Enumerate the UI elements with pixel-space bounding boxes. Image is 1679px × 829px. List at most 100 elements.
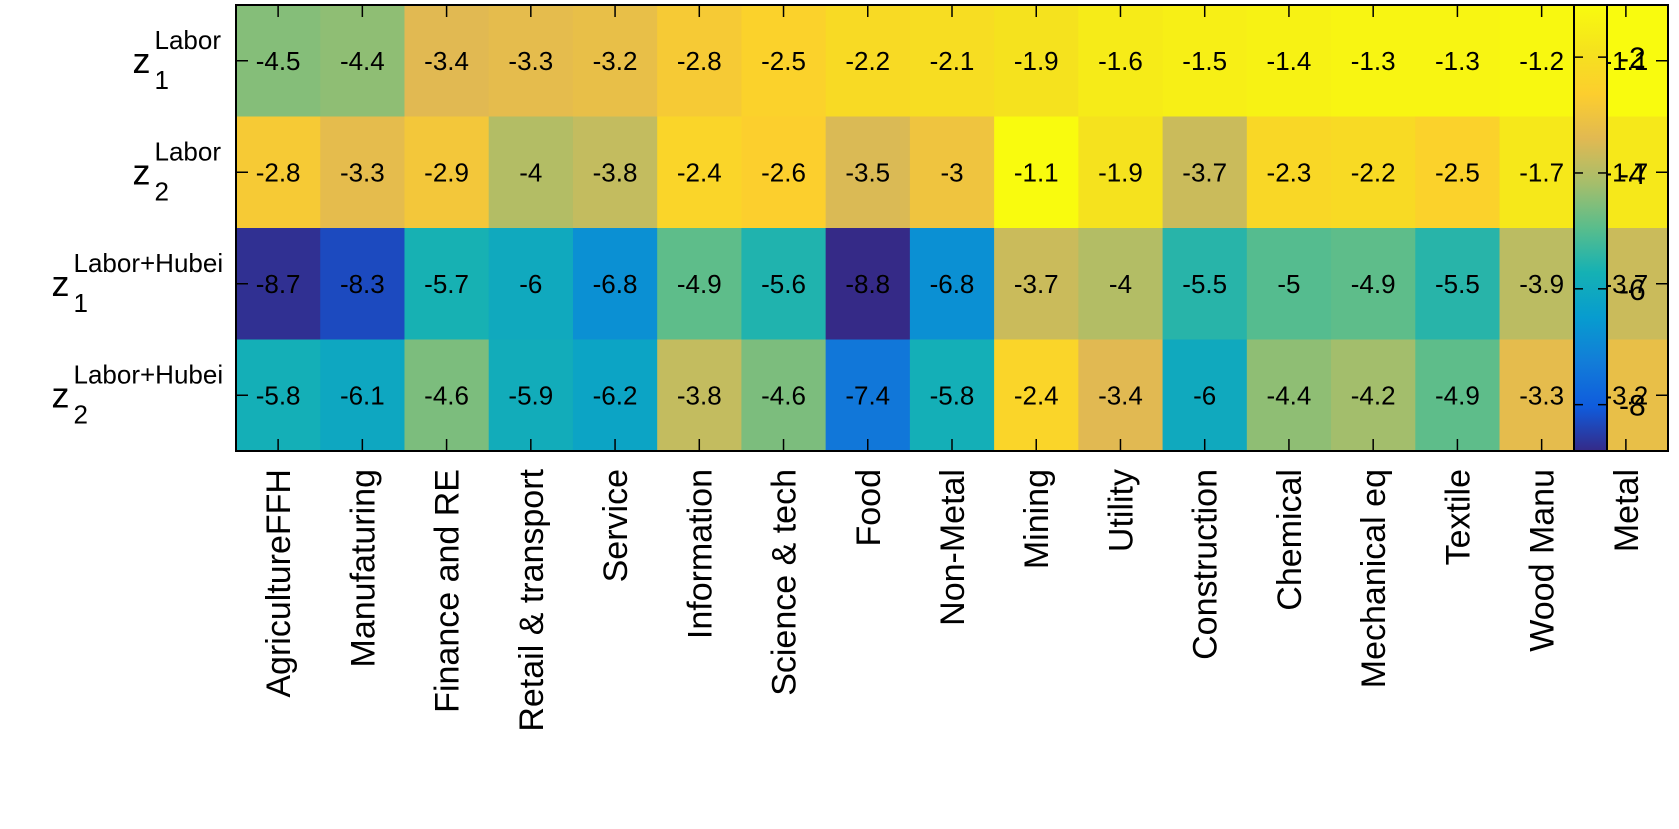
- heatmap-cell: [1246, 339, 1332, 452]
- heatmap-cell: [825, 339, 911, 452]
- cell-value-label: -1.9: [1098, 157, 1143, 187]
- heatmap-cell: [741, 339, 827, 452]
- heatmap-cell: [1499, 116, 1585, 229]
- heatmap-cell: [1078, 116, 1164, 229]
- heatmap-cell: [404, 116, 490, 229]
- y-label-subscript: 2: [74, 399, 88, 429]
- heatmap-cell: [1078, 228, 1164, 341]
- y-label-base: z: [52, 374, 70, 415]
- cell-value-label: -1.7: [1603, 157, 1648, 187]
- heatmap-cell: [236, 228, 321, 341]
- heatmap-cell: [572, 228, 658, 341]
- x-tick-label: Food: [850, 469, 888, 547]
- cell-value-label: -5: [1277, 269, 1300, 299]
- y-label-base: z: [133, 40, 151, 81]
- cell-value-label: -4.5: [256, 46, 301, 76]
- heatmap-cell: [1162, 339, 1248, 452]
- cell-value-label: -3: [940, 157, 963, 187]
- cell-value-label: -1.5: [1182, 46, 1227, 76]
- heatmap-cell: [825, 5, 911, 118]
- x-tick-label: Finance and RE: [429, 469, 467, 713]
- cell-value-label: -1.6: [1098, 46, 1143, 76]
- cell-value-label: -7.4: [845, 380, 890, 410]
- heatmap-cell: [1162, 116, 1248, 229]
- y-tick-label: z 2 Labor+Hubei: [52, 359, 224, 429]
- heatmap-cell: [320, 339, 406, 452]
- heatmap-cell: [657, 339, 743, 452]
- cell-value-label: -5.5: [1435, 269, 1480, 299]
- cell-value-label: -3.7: [1603, 269, 1648, 299]
- heatmap-cell: [1499, 339, 1585, 452]
- cell-value-label: -2.2: [845, 46, 890, 76]
- heatmap-cell: [236, 5, 321, 118]
- y-label-subscript: 1: [74, 288, 88, 318]
- heatmap-cell: [909, 228, 995, 341]
- cell-value-label: -2.5: [761, 46, 806, 76]
- cell-value-label: -1.3: [1435, 46, 1480, 76]
- heatmap-cell: [572, 5, 658, 118]
- x-tick-label: Manufaturing: [344, 469, 382, 667]
- heatmap-cell: [994, 5, 1079, 118]
- x-tick-label: Textile: [1439, 469, 1477, 565]
- cell-value-label: -1.9: [1014, 46, 1059, 76]
- cell-value-label: -3.3: [340, 157, 385, 187]
- cell-value-label: -4.9: [677, 269, 722, 299]
- heatmap-cell: [909, 116, 995, 229]
- heatmap-cell: [657, 116, 743, 229]
- heatmap-cell: [1331, 228, 1416, 341]
- heatmap-cell: [1078, 339, 1164, 452]
- cell-value-label: -3.7: [1182, 157, 1227, 187]
- cell-value-label: -4.6: [424, 380, 469, 410]
- cell-value-label: -1.1: [1014, 157, 1059, 187]
- heatmap-cell: [1415, 5, 1501, 118]
- heatmap-cell: [404, 5, 490, 118]
- cell-value-label: -3.5: [845, 157, 890, 187]
- y-label-subscript: 2: [155, 176, 169, 206]
- heatmap-cells: [236, 5, 1669, 452]
- cell-value-label: -4.4: [340, 46, 385, 76]
- heatmap-cell: [1499, 228, 1585, 341]
- heatmap-cell: [1331, 5, 1416, 118]
- heatmap-cell: [488, 339, 574, 452]
- heatmap-cell: [994, 116, 1079, 229]
- heatmap-cell: [236, 116, 321, 229]
- heatmap-cell: [1246, 116, 1332, 229]
- x-tick-label: AgricultureFFH: [260, 469, 298, 698]
- cell-value-label: -4.2: [1351, 380, 1396, 410]
- colorbar-ticks: -8 -6 -4 -2: [1574, 42, 1646, 423]
- heatmap-cell: [1415, 116, 1501, 229]
- x-tick-label: Information: [681, 469, 719, 639]
- heatmap-cell: [1246, 228, 1332, 341]
- x-tick-label: Metal: [1608, 469, 1646, 552]
- cell-value-label: -2.8: [677, 46, 722, 76]
- cell-value-label: -6.8: [593, 269, 638, 299]
- cell-value-label: -2.5: [1435, 157, 1480, 187]
- cell-value-label: -3.4: [1098, 380, 1143, 410]
- cell-value-label: -6.1: [340, 380, 385, 410]
- cell-value-label: -4.6: [761, 380, 806, 410]
- heatmap-cell: [572, 116, 658, 229]
- heatmap-cell: [994, 339, 1079, 452]
- cell-value-label: -1.7: [1519, 157, 1564, 187]
- cell-value-label: -1.4: [1267, 46, 1312, 76]
- y-tick-label: z 1 Labor: [133, 25, 222, 95]
- cell-value-label: -2.4: [1014, 380, 1059, 410]
- heatmap-cell: [1162, 5, 1248, 118]
- x-tick-label: Utility: [1102, 469, 1140, 552]
- cell-value-label: -4.9: [1435, 380, 1480, 410]
- cell-value-label: -6.8: [930, 269, 975, 299]
- cell-value-label: -2.6: [761, 157, 806, 187]
- cell-value-label: -4: [519, 157, 542, 187]
- heatmap-cell: [488, 5, 574, 118]
- heatmap-cell: [741, 116, 827, 229]
- cell-value-label: -4.9: [1351, 269, 1396, 299]
- heatmap-cell: [1162, 228, 1248, 341]
- x-tick-label: Non-Metal: [934, 469, 972, 626]
- x-tick-label: Chemical: [1271, 469, 1309, 611]
- cell-value-label: -2.1: [930, 46, 975, 76]
- heatmap-cell: [1078, 5, 1164, 118]
- heatmap-cell: [909, 339, 995, 452]
- heatmap-cell: [1246, 5, 1332, 118]
